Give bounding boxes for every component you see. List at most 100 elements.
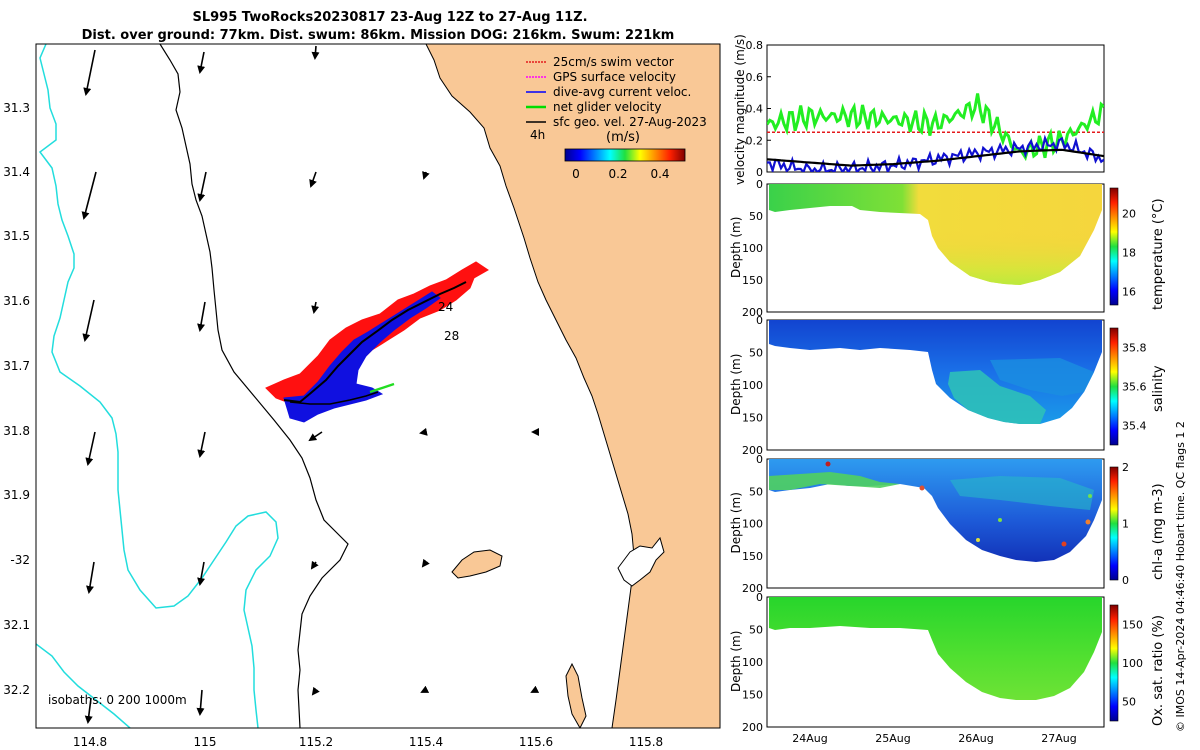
depth-tick: 200: [742, 721, 763, 734]
lon-tick: 115.6: [519, 735, 553, 749]
depth-tick: 0: [756, 453, 763, 466]
glider-track: 24 28: [265, 261, 489, 423]
isobath-1000m: [38, 44, 279, 728]
map-legend: 25cm/s swim vector GPS surface velocity …: [526, 55, 707, 181]
velocity-series-line: [767, 148, 1104, 167]
chlorophyll-surface-band: [769, 472, 900, 490]
lat-tick: 31.6: [3, 294, 30, 308]
swan-estuary: [617, 536, 665, 587]
chl-cbar-label: chl-a (mg m-3): [1151, 483, 1166, 580]
title-line2: Dist. over ground: 77km. Dist. swum: 86k…: [82, 28, 675, 43]
isobath-1000m-lower: [36, 643, 131, 728]
velocity-yticks: 0 0.2 0.4 0.6 0.8: [746, 39, 771, 179]
time-tick: 25Aug: [875, 732, 910, 745]
cbar-tick-04: 0.4: [650, 167, 669, 181]
depth-tick: 200: [742, 306, 763, 319]
credit-text: © IMOS 14-Apr-2024 04:46:40 Hobart time.…: [1174, 421, 1187, 732]
colorbar-tick: 2: [1122, 461, 1129, 474]
lat-tick: 32.1: [3, 618, 30, 632]
depth-tick: 50: [749, 210, 763, 223]
colorbar-tick: 0: [1122, 574, 1129, 587]
depth-axis-label: Depth (m): [729, 631, 743, 692]
lat-axis: 31.3 31.4 31.5 31.6 31.7 31.8 31.9 -32 3…: [3, 101, 30, 697]
time-tick: 26Aug: [958, 732, 993, 745]
time-axis: 24Aug 25Aug 26Aug 27Aug: [792, 732, 1076, 745]
depth-axis-label: Depth (m): [729, 354, 743, 415]
colorbar-tick: 35.8: [1122, 342, 1147, 355]
lat-tick: 31.8: [3, 424, 30, 438]
title-line1: SL995 TwoRocks20230817 23-Aug 12Z to 27-…: [192, 10, 587, 25]
depth-tick: 0: [756, 591, 763, 604]
depth-tick: 100: [742, 242, 763, 255]
temperature-cbar-label: temperature (°C): [1151, 198, 1166, 310]
legend-swim: 25cm/s swim vector: [553, 55, 674, 69]
depth-tick: 50: [749, 347, 763, 360]
colorbar-tick: 1: [1122, 518, 1129, 531]
lon-tick: 114.8: [73, 735, 107, 749]
net-velocity-arrow: [369, 382, 395, 394]
depth-tick: 50: [749, 624, 763, 637]
geo-velocity-arrows: [81, 45, 540, 724]
lat-tick: 31.9: [3, 488, 30, 502]
colorbar-tick: 35.6: [1122, 381, 1147, 394]
map-colorbar: [564, 148, 686, 162]
rottnest-island: [451, 549, 503, 579]
time-tick: 24Aug: [792, 732, 827, 745]
lat-tick: 31.7: [3, 359, 30, 373]
velocity-panel: velocity magnitude (m/s) 0 0.2 0.4 0.6 0.8: [733, 34, 1105, 185]
lat-tick: -32: [10, 553, 30, 567]
depth-tick: 100: [742, 379, 763, 392]
salinity-plume: [948, 370, 1046, 424]
day-label-24: 24: [438, 300, 453, 314]
depth-tick: 200: [742, 582, 763, 595]
lon-tick: 115.4: [409, 735, 443, 749]
legend-geo: sfc geo. vel. 27-Aug-2023: [553, 115, 707, 129]
colorbar-tick: 18: [1122, 246, 1136, 259]
colorbar-tick: 150: [1122, 618, 1143, 631]
map-panel: 24 28 25cm/s swim vector GPS surface vel…: [3, 43, 721, 749]
colorbar-tick: 16: [1122, 285, 1136, 298]
legend-gps: GPS surface velocity: [553, 70, 676, 84]
oxygen-panel: [766, 596, 1119, 728]
velocity-ytick: 0: [756, 166, 763, 179]
track-line-return: [289, 391, 379, 405]
map-frame: [35, 43, 721, 729]
time-tick: 27Aug: [1041, 732, 1076, 745]
depth-tick: 50: [749, 485, 763, 498]
depth-tick: 0: [756, 178, 763, 191]
isobath-200m: [159, 44, 349, 728]
velocity-ytick: 0.8: [746, 39, 764, 52]
lon-tick: 115.8: [629, 735, 663, 749]
legend-net: net glider velocity: [553, 100, 661, 114]
depth-tick: 150: [742, 550, 763, 563]
depth-tick: 0: [756, 314, 763, 327]
lat-tick: 32.2: [3, 683, 30, 697]
depth-axis-label: Depth (m): [729, 492, 743, 553]
velocity-series: [767, 93, 1104, 172]
legend-current: dive-avg current veloc.: [553, 85, 691, 99]
lat-tick: 31.4: [3, 165, 30, 179]
velocity-ytick: 0.2: [746, 134, 764, 147]
lon-axis: 114.8 115 115.2 115.4 115.6 115.8: [73, 735, 663, 749]
salinity-panel: [766, 319, 1119, 451]
depth-tick: 200: [742, 444, 763, 457]
chlorophyll-mid: [950, 476, 1094, 510]
isobaths-label: isobaths: 0 200 1000m: [48, 693, 187, 707]
lat-tick: 31.3: [3, 101, 30, 115]
cbar-tick-0: 0: [572, 167, 580, 181]
velocity-series-line: [767, 93, 1104, 162]
depth-tick: 150: [742, 274, 763, 287]
current-vectors: [283, 291, 441, 423]
cbar-tick-02: 0.2: [608, 167, 627, 181]
garden-island: [565, 662, 587, 728]
colorbar-tick: 35.4: [1122, 420, 1147, 433]
depth-axis-label: Depth (m): [729, 217, 743, 278]
depth-tick: 150: [742, 689, 763, 702]
depth-tick: 100: [742, 656, 763, 669]
oxygen-field: [769, 597, 1102, 700]
temperature-panel: [766, 183, 1119, 313]
velocity-ylabel: velocity magnitude (m/s): [733, 34, 747, 185]
